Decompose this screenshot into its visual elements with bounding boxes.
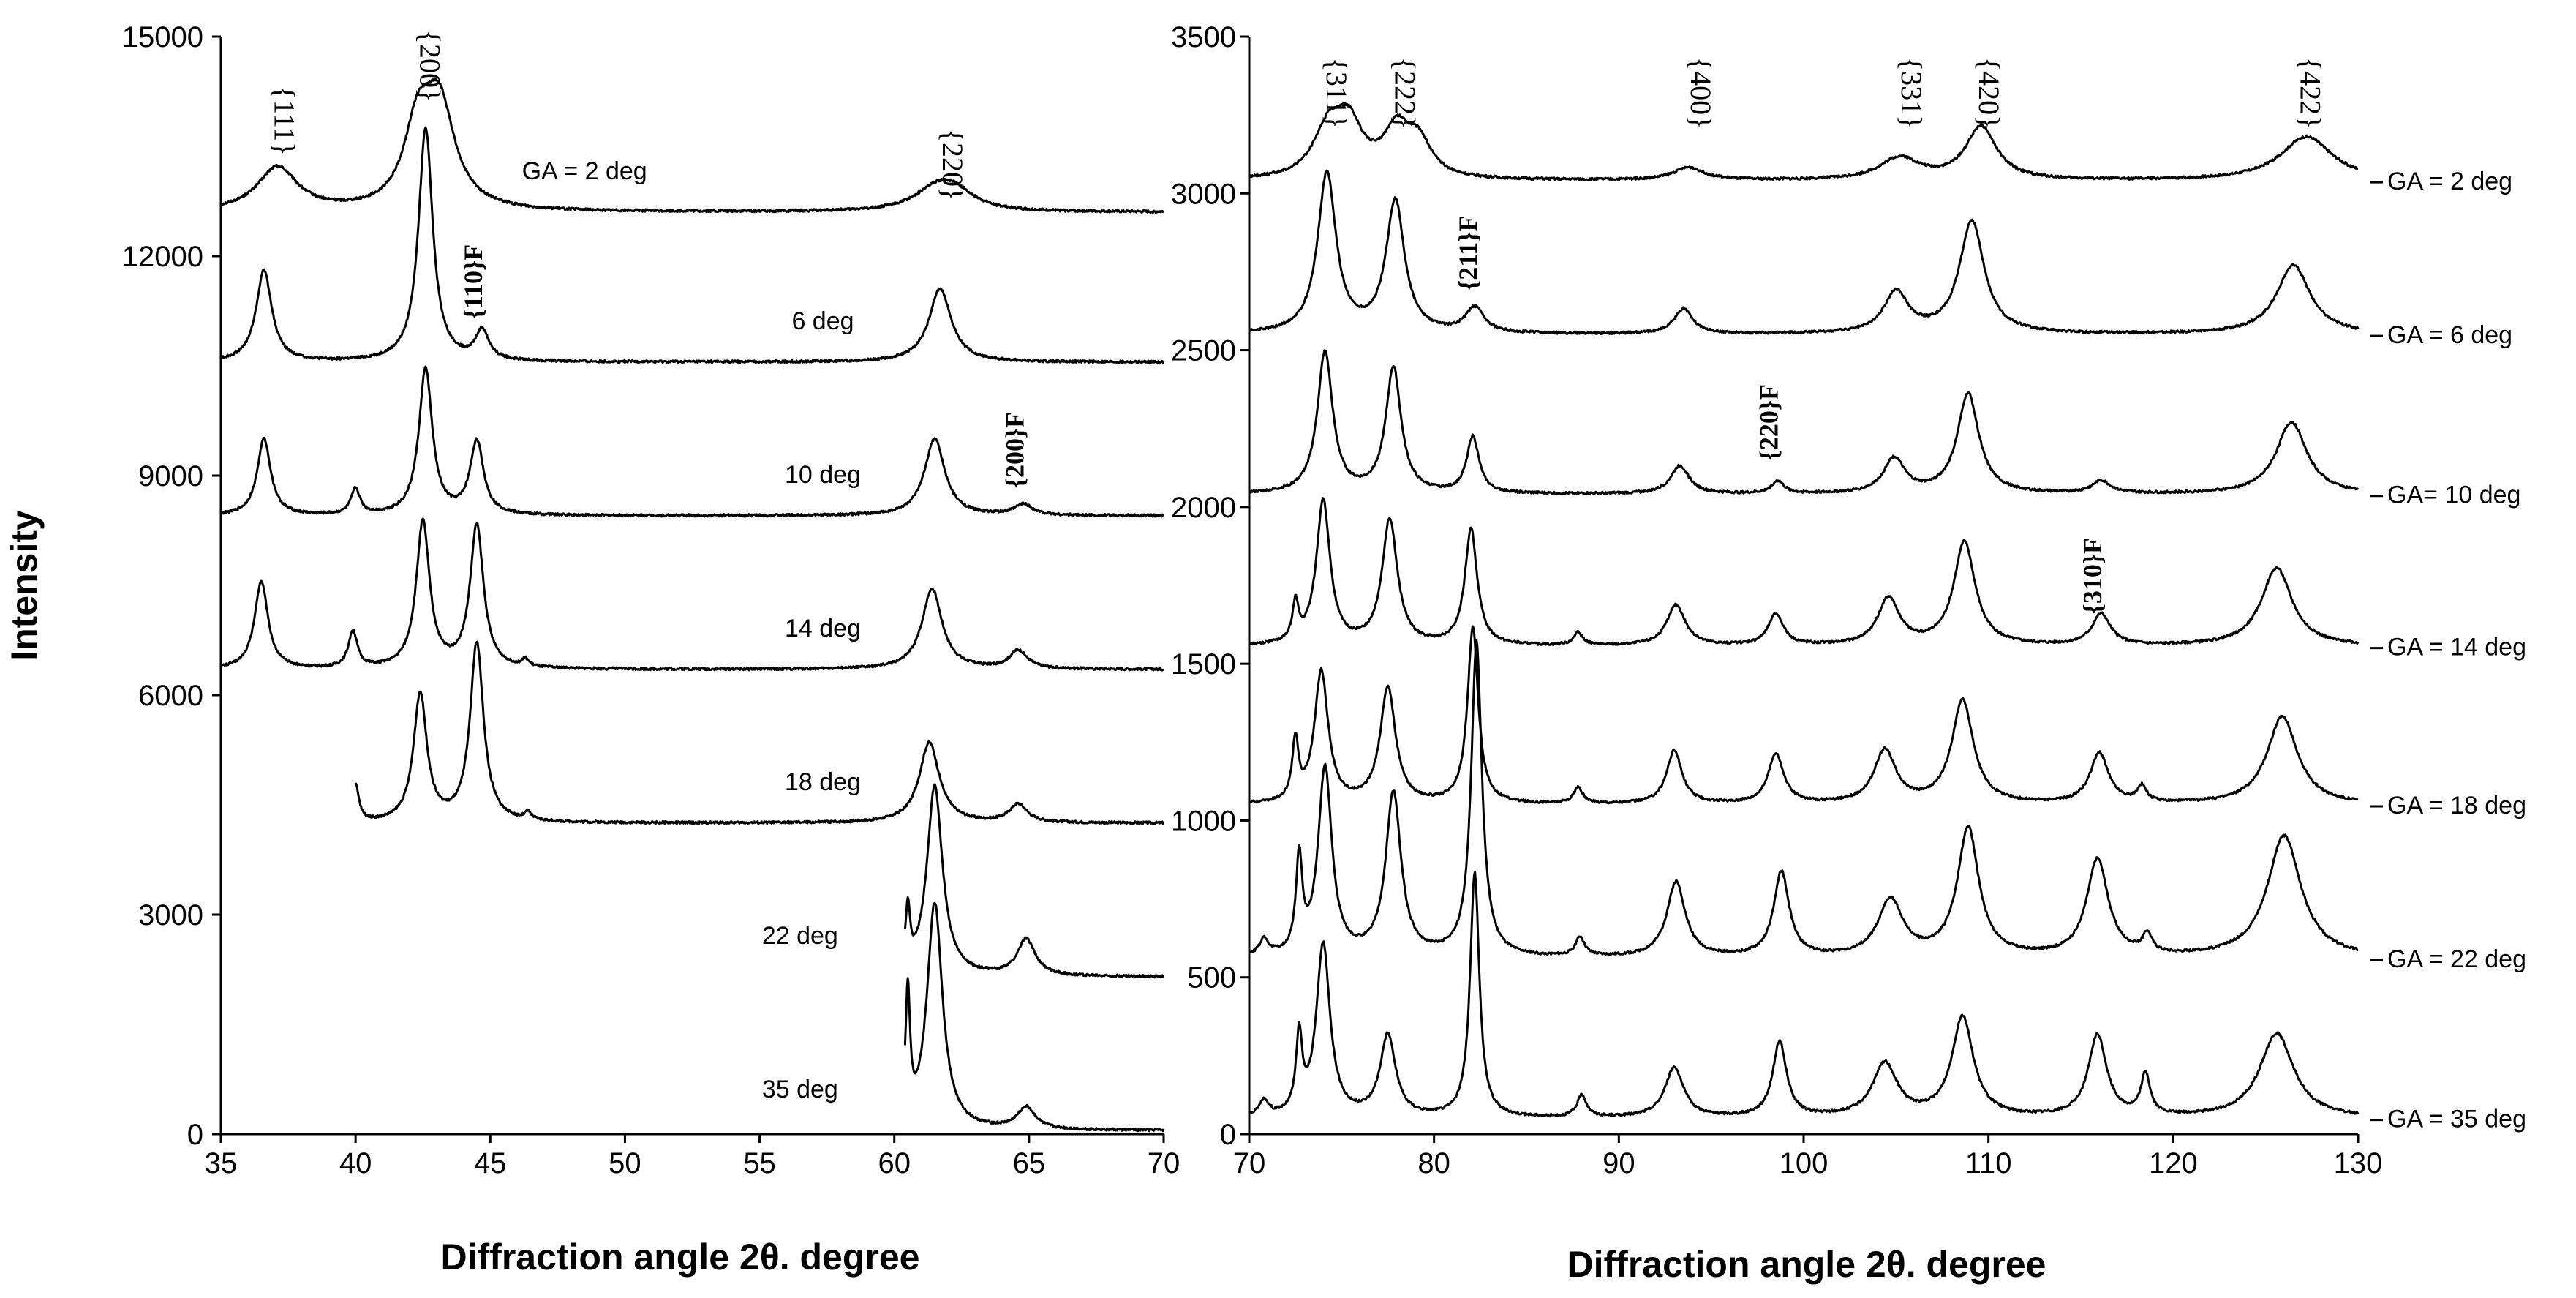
y-tick-label: 1000 — [1171, 805, 1236, 837]
series-label: GA = 22 deg — [2387, 945, 2526, 973]
series-label: GA = 2 deg — [2387, 168, 2512, 195]
x-tick-label: 45 — [474, 1147, 507, 1179]
series-line — [1248, 349, 2360, 495]
x-tick-label: 80 — [1417, 1147, 1450, 1179]
austenite-peak-label: {222} — [1389, 57, 1422, 129]
series-label: 14 deg — [785, 615, 861, 642]
series-line — [903, 783, 1164, 979]
ferrite-peak-label: {110}F — [459, 244, 488, 319]
left-chart: 0 3000 6000 9000 12000 15000 35 40 45 50 55 60 65 70 D… — [4, 21, 1180, 1278]
series-line — [1249, 169, 2360, 336]
series-line — [1249, 639, 2359, 956]
y-tick-label: 1500 — [1171, 648, 1236, 680]
series-line — [903, 901, 1165, 1133]
y-axis-title: Intensity — [4, 510, 45, 661]
series-line — [1249, 102, 2359, 181]
austenite-peak-label: {311} — [1320, 58, 1353, 129]
austenite-peak-label: {331} — [1895, 57, 1928, 129]
x-tick-label: 55 — [743, 1147, 776, 1179]
series-line — [220, 126, 1165, 364]
austenite-peak-label: {420} — [1973, 57, 2006, 129]
x-tick-label: 35 — [205, 1147, 238, 1179]
x-tick-label: 70 — [1233, 1147, 1266, 1179]
austenite-peak-label: {422} — [2294, 57, 2327, 129]
x-tick-label: 120 — [2149, 1147, 2198, 1179]
series-line — [1249, 871, 2360, 1118]
y-tick-label: 12000 — [122, 241, 203, 273]
y-tick-label: 3000 — [1171, 178, 1236, 210]
series-line — [354, 640, 1164, 825]
series-label: 22 deg — [762, 922, 838, 950]
austenite-peak-label: {220} — [936, 129, 969, 200]
ferrite-peak-label: {220}F — [1755, 384, 1784, 460]
series-label: GA= 10 deg — [2387, 481, 2520, 509]
ferrite-peak-label: {200}F — [1000, 412, 1029, 488]
series-line — [219, 365, 1164, 518]
y-tick-label: 6000 — [138, 680, 203, 712]
y-tick-label: 3500 — [1171, 21, 1236, 53]
series-line — [220, 78, 1165, 214]
series-label: GA = 6 deg — [2387, 321, 2512, 349]
x-tick-label: 130 — [2334, 1147, 2383, 1179]
x-axis-title: Diffraction angle 2θ. degree — [1567, 1244, 2046, 1285]
series-line — [219, 517, 1164, 672]
series-label: 18 deg — [785, 768, 861, 796]
x-tick-label: 100 — [1780, 1147, 1829, 1179]
y-tick-label: 2000 — [1171, 492, 1236, 524]
y-tick-label: 500 — [1187, 962, 1236, 994]
x-tick-label: 60 — [878, 1147, 911, 1179]
right-chart: 0 500 1000 1500 2000 2500 3000 3500 70 80 90 100 110… — [1171, 21, 2526, 1285]
y-tick-label: 0 — [187, 1119, 203, 1151]
ferrite-peak-label: {211}F — [1453, 216, 1483, 290]
series-label: 35 deg — [762, 1076, 838, 1103]
ferrite-peak-label: {310}F — [2078, 538, 2107, 614]
x-tick-label: 90 — [1603, 1147, 1635, 1179]
series-label: 6 deg — [791, 307, 854, 335]
y-tick-label: 15000 — [122, 21, 203, 53]
series-line — [1249, 625, 2359, 805]
y-tick-label: 0 — [1220, 1119, 1236, 1151]
x-tick-label: 70 — [1148, 1147, 1180, 1179]
y-tick-label: 2500 — [1171, 335, 1236, 367]
x-axis-title: Diffraction angle 2θ. degree — [441, 1237, 920, 1278]
series-label: GA = 18 deg — [2387, 792, 2526, 819]
series-line — [1248, 497, 2360, 646]
y-tick-label: 9000 — [138, 460, 203, 492]
x-tick-label: 65 — [1013, 1147, 1046, 1179]
austenite-peak-label: {111} — [268, 86, 301, 155]
series-label: GA = 2 deg — [522, 157, 647, 185]
austenite-peak-label: {200} — [414, 30, 447, 102]
x-tick-label: 50 — [609, 1147, 641, 1179]
austenite-peak-label: {400} — [1684, 57, 1717, 129]
y-tick-label: 3000 — [138, 899, 203, 931]
series-label: GA = 14 deg — [2387, 634, 2526, 661]
x-tick-label: 40 — [339, 1147, 372, 1179]
series-label: 10 deg — [785, 461, 861, 489]
series-label: GA = 35 deg — [2387, 1106, 2526, 1133]
x-tick-label: 110 — [1965, 1147, 2012, 1179]
